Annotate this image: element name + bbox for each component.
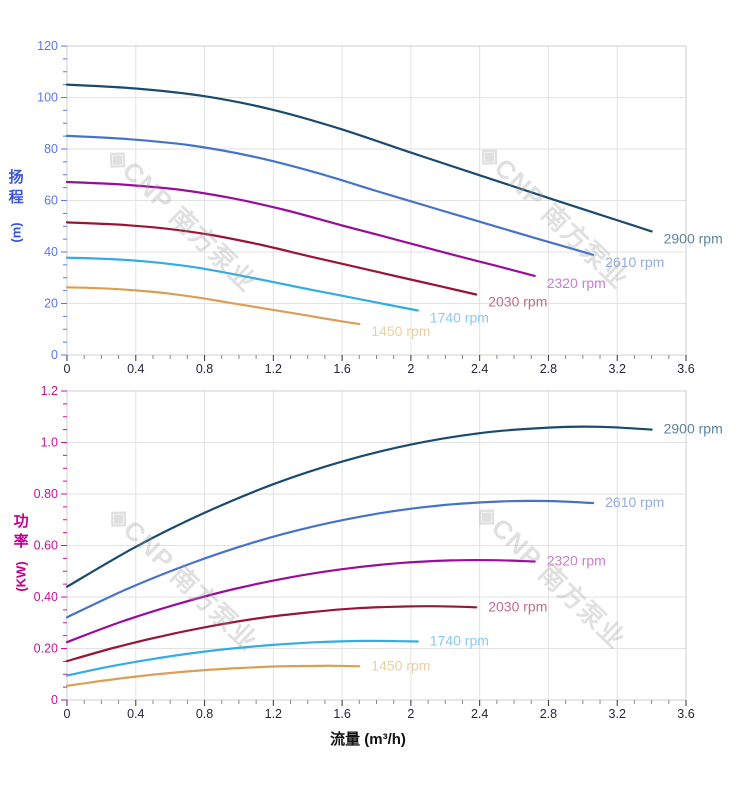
head-flow-chart-y-tick-label: 80: [44, 142, 58, 156]
head-flow-chart-x-tick-label: 2: [407, 362, 414, 376]
head-flow-chart-x-tick-label: 2.4: [471, 362, 488, 376]
head-flow-chart-y-tick-label: 100: [37, 91, 58, 105]
power-flow-chart-curve-label-2900-rpm: 2900 rpm: [664, 421, 723, 437]
power-flow-chart-y-tick-label: 0: [51, 693, 58, 707]
head-flow-chart-x-tick-label: 0: [64, 362, 71, 376]
head-flow-chart-y-tick-label: 20: [44, 297, 58, 311]
power-flow-chart-x-tick-label: 3.2: [609, 707, 626, 721]
power-flow-chart-x-tick-label: 1.2: [265, 707, 282, 721]
power-flow-chart-x-tick-label: 0: [64, 707, 71, 721]
power-flow-chart-curve-1450-rpm: [65, 664, 361, 687]
power-flow-chart-curve-2900-rpm: [65, 425, 653, 588]
head-flow-chart-curve-label-2320-rpm: 2320 rpm: [547, 275, 606, 291]
power-flow-chart-y-tick-label: 1.0: [41, 436, 58, 450]
power-flow-chart-curve-label-2320-rpm: 2320 rpm: [547, 552, 606, 568]
power-flow-chart-y-tick-label: 0.20: [34, 642, 58, 656]
head-axis-title: 扬程 (m): [6, 168, 26, 243]
head-flow-chart-curve-label-2030-rpm: 2030 rpm: [488, 293, 547, 309]
power-axis-title-text: 功率: [13, 513, 29, 551]
head-flow-chart-x-tick-label: 1.6: [333, 362, 350, 376]
power-flow-chart-y-tick-label: 0.60: [34, 539, 58, 553]
flow-axis-title: 流量 (m³/h): [330, 731, 406, 748]
power-flow-chart-curve-2030-rpm: [65, 605, 478, 663]
power-flow-chart-curve-1740-rpm: [65, 639, 419, 677]
head-flow-chart-curve-2030-rpm: [65, 221, 478, 296]
power-flow-chart-curve-label-2030-rpm: 2030 rpm: [488, 598, 547, 614]
power-flow-chart-x-tick-label: 0.4: [127, 707, 144, 721]
power-flow-chart-curve-2320-rpm: [65, 558, 536, 644]
power-flow-chart-curve-label-2610-rpm: 2610 rpm: [605, 494, 664, 510]
power-flow-chart-x-tick-label: 2.4: [471, 707, 488, 721]
head-flow-chart-curve-1740-rpm: [65, 256, 419, 312]
power-flow-chart-x-tick-label: 1.6: [333, 707, 350, 721]
head-flow-chart-x-tick-label: 2.8: [540, 362, 557, 376]
head-flow-chart-curve-2610-rpm: [65, 134, 595, 256]
power-axis-title: 功率 (KW): [6, 512, 36, 591]
head-flow-chart-y-tick-label: 60: [44, 194, 58, 208]
head-flow-chart-x-tick-label: 3.2: [609, 362, 626, 376]
head-flow-chart-curve-2320-rpm: [65, 180, 536, 277]
power-flow-chart-y-tick-label: 0.40: [34, 590, 58, 604]
power-flow-chart-x-tick-label: 0.8: [196, 707, 213, 721]
head-flow-chart-x-tick-label: 0.8: [196, 362, 213, 376]
head-flow-chart-x-tick-label: 1.2: [265, 362, 282, 376]
head-flow-chart-x-tick-label: 3.6: [677, 362, 694, 376]
head-flow-chart-curve-2900-rpm: [65, 83, 653, 233]
head-flow-chart-curve-label-2900-rpm: 2900 rpm: [664, 230, 723, 246]
head-flow-chart-x-tick-label: 0.4: [127, 362, 144, 376]
power-flow-chart-y-tick-label: 0.80: [34, 487, 58, 501]
power-flow-chart-x-tick-label: 3.6: [677, 707, 694, 721]
power-flow-chart-x-tick-label: 2.8: [540, 707, 557, 721]
head-flow-chart-curve-1450-rpm: [65, 286, 361, 326]
power-flow-chart-curve-label-1450-rpm: 1450 rpm: [371, 657, 430, 673]
head-flow-chart-curve-label-1740-rpm: 1740 rpm: [430, 309, 489, 325]
head-flow-chart-curve-label-1450-rpm: 1450 rpm: [371, 323, 430, 339]
power-flow-chart-x-tick-label: 2: [407, 707, 414, 721]
head-axis-title-text: 扬程: [8, 169, 24, 207]
power-flow-chart-y-tick-label: 1.2: [41, 384, 58, 398]
head-flow-chart-curve-label-2610-rpm: 2610 rpm: [605, 254, 664, 270]
head-flow-chart-y-tick-label: 40: [44, 245, 58, 259]
head-flow-chart-y-tick-label: 0: [51, 348, 58, 362]
head-flow-chart-y-tick-label: 120: [37, 39, 58, 53]
power-flow-chart-curve-label-1740-rpm: 1740 rpm: [430, 633, 489, 649]
power-flow-chart-curve-2610-rpm: [65, 499, 595, 619]
head-axis-unit: (m): [8, 221, 24, 243]
power-axis-unit: (KW): [13, 560, 29, 592]
